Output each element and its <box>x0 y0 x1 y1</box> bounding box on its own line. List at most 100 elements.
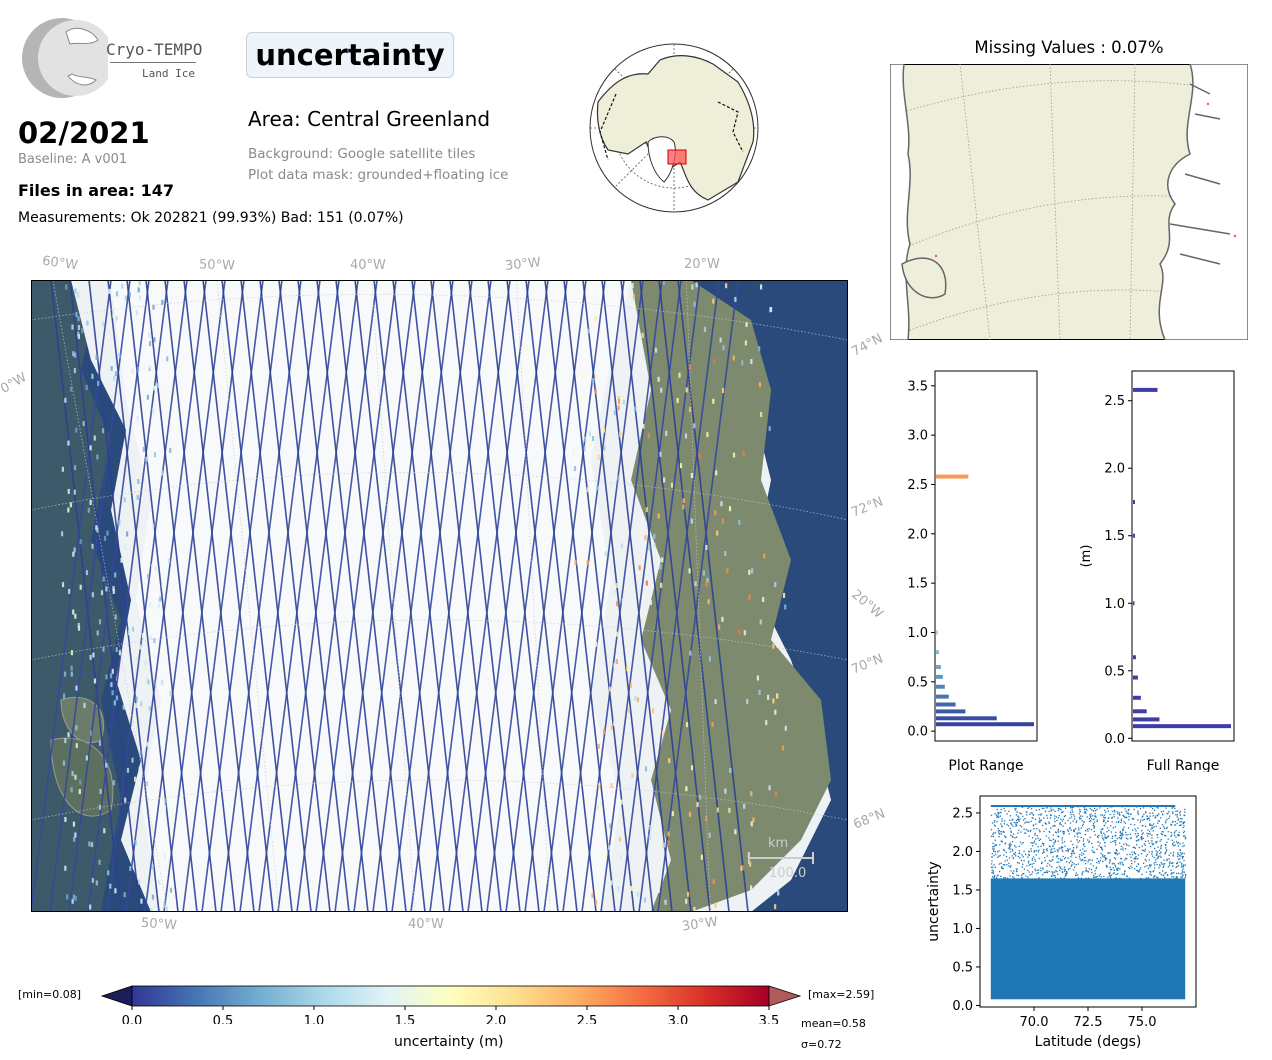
scatter-point <box>1050 851 1052 853</box>
scatter-point <box>1039 820 1041 822</box>
scatter-point <box>1114 866 1117 868</box>
scalebar-value: 100.0 <box>769 866 807 881</box>
scatter-point <box>1015 824 1018 826</box>
scatter-point <box>1151 840 1153 842</box>
scatter-point <box>1150 874 1152 876</box>
track-line <box>163 280 245 912</box>
measurement-point <box>699 794 702 800</box>
scatter-point <box>1072 869 1075 871</box>
scatter-point <box>995 814 998 816</box>
track-line <box>467 280 549 912</box>
scatter-point <box>1168 858 1170 860</box>
scatter-point <box>1139 821 1142 823</box>
main-map[interactable] <box>31 280 848 912</box>
scatter-point <box>1172 842 1174 845</box>
scatter-point <box>1123 872 1126 875</box>
scatter-point <box>1024 822 1026 824</box>
scatter-point <box>1181 870 1184 872</box>
scatter-point <box>1145 855 1147 857</box>
scatter-point <box>1119 868 1121 870</box>
measurement-point <box>77 622 80 628</box>
scatter-point <box>1126 858 1128 860</box>
measurement-point <box>750 359 753 365</box>
scatter-point <box>1057 840 1059 842</box>
title-box: uncertainty <box>246 32 454 78</box>
scatter-point <box>1059 869 1061 872</box>
scatter-point <box>1153 826 1155 828</box>
measurement-point <box>760 412 763 418</box>
scatter-point <box>1008 865 1010 867</box>
measurement-point <box>139 644 142 650</box>
scatter-point <box>1104 857 1106 859</box>
scatter-point <box>1176 877 1178 880</box>
scatter-point <box>1043 851 1045 854</box>
measurement-point <box>139 750 142 756</box>
scatter-point <box>1078 817 1081 819</box>
scatter-point <box>1074 866 1076 868</box>
measurement-point <box>609 482 612 488</box>
scatter-point <box>1043 871 1045 874</box>
scatter-point <box>1099 878 1101 880</box>
lon-label-top: 50°W <box>198 257 236 274</box>
scatter-point <box>1098 834 1100 836</box>
scatter-point <box>1025 821 1027 823</box>
scatter-point <box>1103 875 1105 878</box>
y-tick-label: 1.5 <box>1104 529 1125 544</box>
measurement-point <box>105 586 108 592</box>
scatter-point <box>1178 812 1181 814</box>
scatter-point <box>1151 837 1153 839</box>
scatter-point <box>1056 861 1058 863</box>
missing-values-map[interactable] <box>890 64 1248 340</box>
scatter-point <box>1015 825 1017 827</box>
measurement-point <box>705 544 708 550</box>
scatter-point <box>1026 811 1028 813</box>
scatter-point <box>1126 875 1128 877</box>
histogram-bar <box>936 702 956 707</box>
logo-subtitle: Land Ice <box>142 67 195 80</box>
scatter-point <box>1053 818 1056 820</box>
measurement-point <box>712 398 715 404</box>
scatter-point <box>1119 834 1121 837</box>
x-axis-label: Plot Range <box>948 758 1023 772</box>
scatter-point <box>1034 860 1037 862</box>
colorbar-tick-label: 0.0 <box>122 1014 143 1024</box>
scatter-point <box>1122 833 1124 836</box>
scatter-point <box>1064 807 1067 809</box>
measurement-point <box>83 702 86 708</box>
scatter-point <box>1166 874 1169 876</box>
scatter-point <box>1030 848 1032 850</box>
scatter-point <box>1038 817 1041 819</box>
measurement-point <box>70 665 73 671</box>
scatter-point <box>1002 864 1005 866</box>
measurement-point <box>103 828 106 834</box>
measurement-point <box>596 805 599 811</box>
measurement-point <box>615 659 618 665</box>
scatter-point <box>1028 835 1030 837</box>
track-line <box>372 280 454 912</box>
scatter-point <box>1072 852 1074 854</box>
measurement-point <box>154 566 157 572</box>
measurement-point <box>111 668 114 674</box>
scatter-point <box>1015 855 1017 857</box>
measurement-point <box>748 569 751 575</box>
scatter-point <box>1116 850 1118 852</box>
measurement-point <box>688 811 692 817</box>
scatter-point <box>1073 852 1076 855</box>
measurement-point <box>774 709 777 715</box>
scatter-point <box>1069 822 1072 824</box>
scatter-point <box>1008 857 1011 859</box>
scatter-point <box>1086 828 1088 831</box>
y-tick-label: 3.5 <box>907 379 928 394</box>
track-line <box>582 280 654 912</box>
scatter-point <box>1071 850 1073 852</box>
measurement-point <box>584 436 587 442</box>
scatter-point <box>1122 864 1124 866</box>
scatter-point <box>1061 846 1063 848</box>
scatter-point <box>1101 849 1104 851</box>
scatter-point <box>1080 827 1082 829</box>
scatter-point <box>1118 852 1120 855</box>
scatter-point <box>1120 819 1123 822</box>
scatter-point <box>1142 832 1144 834</box>
scatter-point <box>1087 839 1089 841</box>
scatter-point <box>1177 841 1180 844</box>
